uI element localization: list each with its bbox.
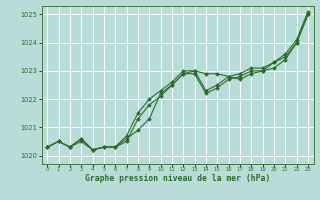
X-axis label: Graphe pression niveau de la mer (hPa): Graphe pression niveau de la mer (hPa) bbox=[85, 174, 270, 183]
